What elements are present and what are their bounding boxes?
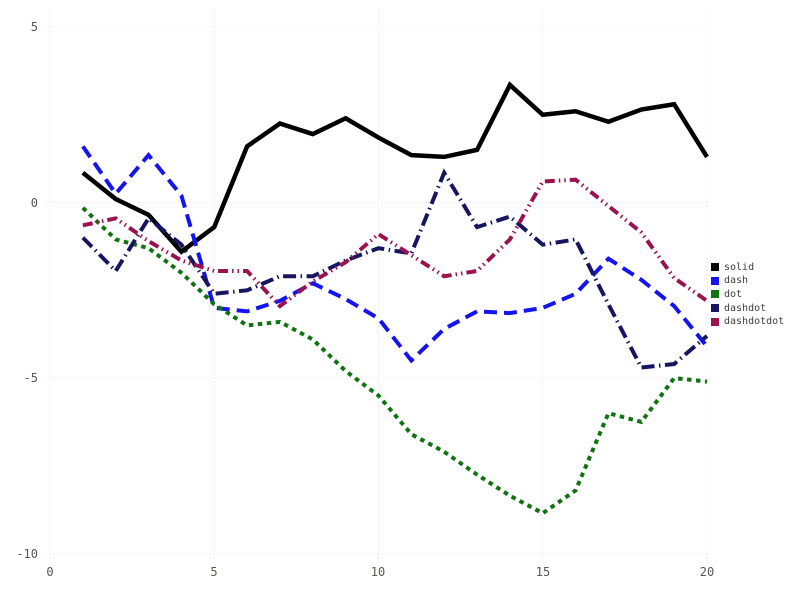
legend-item-dash: dash [711, 275, 784, 288]
legend-label-dot: dot [724, 288, 743, 300]
legend-label-dash: dash [724, 275, 749, 287]
legend-item-dashdotdot: dashdotdot [711, 315, 784, 328]
legend-swatch-dot [711, 290, 719, 299]
legend-swatch-dash [711, 276, 719, 285]
legend-swatch-dashdotdot [711, 317, 719, 326]
x-tick-label: 15 [535, 565, 551, 579]
legend-swatch-dashdot [711, 304, 719, 313]
x-tick-label: 5 [210, 565, 218, 579]
x-tick-label: 20 [699, 565, 715, 579]
y-tick-label: -5 [23, 371, 38, 385]
series-dash [81, 145, 709, 364]
series-solid [81, 81, 709, 255]
legend-item-dot: dot [711, 288, 784, 301]
legend-label-dashdotdot: dashdotdot [724, 316, 785, 328]
legend-item-solid: solid [711, 261, 784, 274]
legend-swatch-solid [711, 263, 719, 272]
x-tick-label: 10 [370, 565, 386, 579]
series-dot [81, 206, 708, 516]
y-tick-label: 0 [30, 196, 38, 210]
legend: solid dash dot dashdot dashdotdot [711, 261, 784, 328]
y-tick-label: 5 [30, 20, 38, 34]
legend-label-dashdot: dashdot [724, 302, 767, 314]
y-tick-label: -10 [16, 547, 38, 561]
legend-item-dashdot: dashdot [711, 302, 784, 315]
x-tick-label: 0 [46, 565, 54, 579]
series-dashdot [81, 168, 709, 370]
legend-label-solid: solid [724, 261, 755, 273]
